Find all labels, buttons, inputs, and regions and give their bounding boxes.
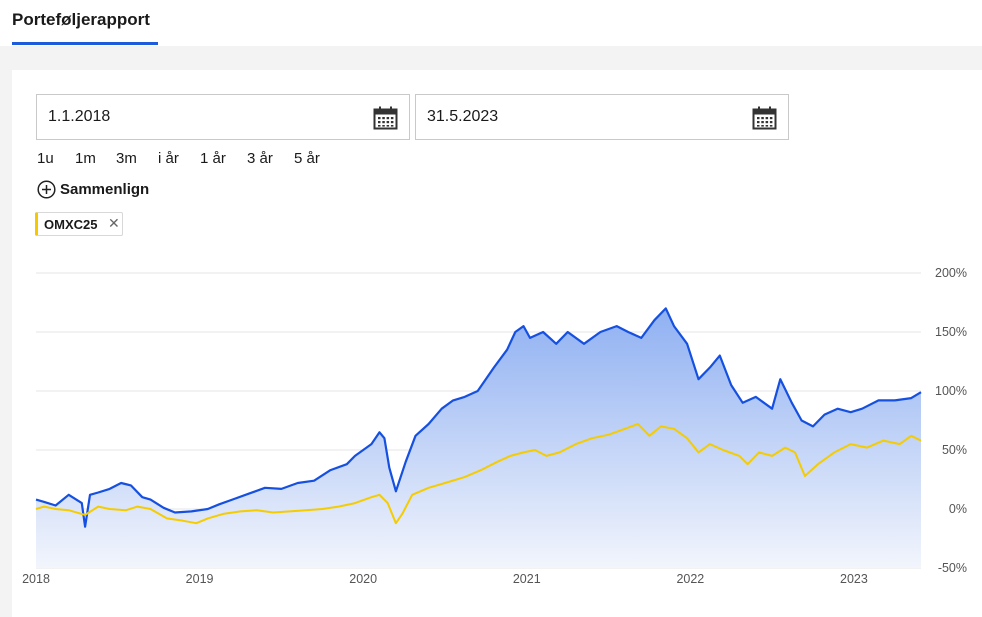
x-tick-label: 2019: [186, 572, 214, 585]
period-3m[interactable]: 3m: [116, 150, 137, 167]
benchmark-line: [35, 423, 922, 525]
performance-chart: 200% 150% 100% 50% 0% -50% 2018 2019 2020 2021 20…: [22, 266, 967, 585]
tab-bar: Porteføljerapport: [0, 0, 982, 46]
tab-portfolio-report[interactable]: Porteføljerapport: [12, 10, 150, 29]
start-date-field[interactable]: 1.1.2018: [36, 94, 410, 140]
end-date-field[interactable]: 31.5.2023: [415, 94, 789, 140]
compare-label: Sammenlign: [60, 181, 150, 198]
x-tick-label: 2023: [840, 572, 868, 585]
period-1m[interactable]: 1m: [75, 150, 96, 167]
end-date-value: 31.5.2023: [427, 108, 499, 125]
period-ytd[interactable]: i år: [158, 150, 179, 167]
period-3y[interactable]: 3 år: [247, 150, 273, 167]
y-tick-label: 200%: [935, 266, 967, 280]
portfolio-area: [36, 308, 921, 568]
comparison-chip-label: OMXC25: [44, 217, 98, 232]
y-tick-label: 100%: [935, 384, 967, 398]
y-tick-label: -50%: [938, 561, 967, 575]
calendar-icon[interactable]: [373, 106, 398, 130]
y-tick-label: 0%: [949, 502, 967, 516]
period-5y[interactable]: 5 år: [294, 150, 320, 167]
tab-active-indicator: [12, 42, 158, 45]
x-tick-label: 2018: [22, 572, 50, 585]
x-tick-label: 2021: [513, 572, 541, 585]
x-tick-label: 2020: [349, 572, 377, 585]
close-icon[interactable]: ✕: [108, 215, 120, 231]
page-background-left: [0, 70, 12, 617]
x-tick-label: 2022: [676, 572, 704, 585]
portfolio-line: [35, 307, 922, 528]
y-tick-label: 150%: [935, 325, 967, 339]
start-date-value: 1.1.2018: [48, 108, 111, 125]
period-1u[interactable]: 1u: [37, 150, 54, 167]
page-background-band: [0, 46, 982, 70]
y-tick-label: 50%: [942, 443, 967, 457]
plus-circle-icon: [37, 180, 56, 199]
comparison-chip: OMXC25 ✕: [35, 212, 123, 236]
period-1y[interactable]: 1 år: [200, 150, 226, 167]
calendar-icon[interactable]: [752, 106, 777, 130]
